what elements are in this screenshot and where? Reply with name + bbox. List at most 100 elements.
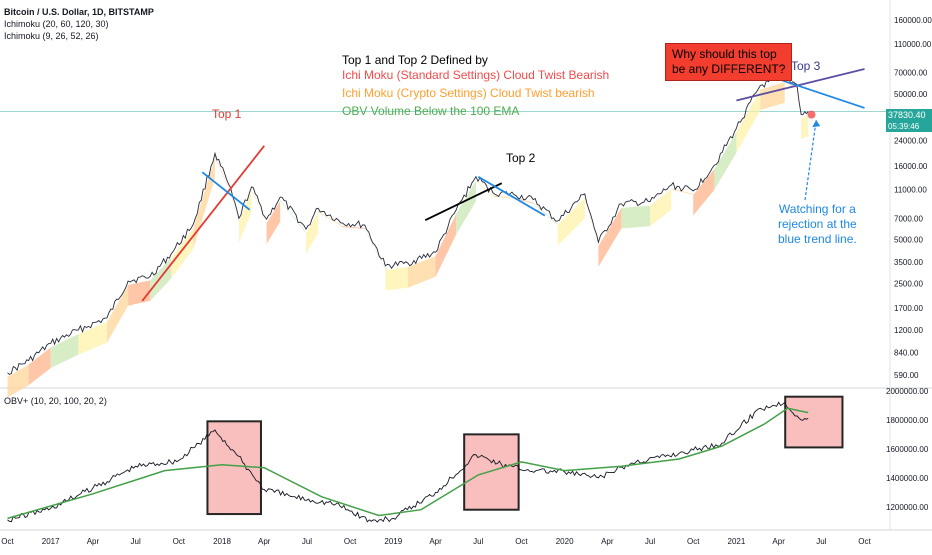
ichimoku-cloud-segment <box>557 197 585 246</box>
ichimoku-crypto-legend[interactable]: Ichimoku (9, 26, 52, 26) <box>4 31 99 41</box>
time-axis-tick-label: Jul <box>131 537 141 546</box>
ichimoku-cloud-segment <box>650 189 672 227</box>
time-axis-tick-label: 2021 <box>728 537 746 546</box>
time-axis-tick-label: 2018 <box>213 537 231 546</box>
ichimoku-cloud-segment <box>385 267 408 291</box>
ichimoku-cloud-segment <box>78 321 108 355</box>
ichimoku-cloud-segment <box>364 227 386 270</box>
ichimoku-cloud-segment <box>238 190 252 243</box>
ichimoku-cloud-segment <box>171 227 194 279</box>
time-axis-tick-label: Apr <box>429 537 442 546</box>
time-axis-tick-label: Apr <box>258 537 271 546</box>
ichimoku-cloud-segment <box>342 226 365 229</box>
time-axis-tick-label: 2017 <box>42 537 60 546</box>
ichimoku-cloud-segment <box>435 213 457 277</box>
obv-axis-tick-label: 2000000.00 <box>886 387 929 396</box>
time-axis-tick-label: Oct <box>687 537 700 546</box>
obv-legend[interactable]: OBV+ (10, 20, 100, 20, 2) <box>4 396 107 406</box>
obv-series-line <box>7 401 809 523</box>
latest-price-marker <box>807 110 816 119</box>
price-axis-tick-label: 70000.00 <box>894 69 928 78</box>
annotation-line1: Ichi Moku (Standard Settings) Cloud Twis… <box>342 68 610 82</box>
ichimoku-cloud-segment <box>306 212 319 254</box>
price-axis-tick-label: 1700.00 <box>894 304 923 313</box>
ichimoku-cloud-segment <box>513 197 534 204</box>
ichimoku-cloud-segment <box>760 82 785 111</box>
price-series-line <box>7 75 809 375</box>
price-axis-tick-label: 2500.00 <box>894 280 923 289</box>
watch-line1: Watching for a <box>778 202 856 216</box>
annotation-heading: Top 1 and Top 2 Defined by <box>342 53 488 67</box>
time-axis-tick-label: Oct <box>515 537 528 546</box>
time-axis-tick-label: Oct <box>1 537 14 546</box>
price-axis-tick-label: 11000.00 <box>894 186 927 195</box>
ichimoku-cloud-segment <box>28 347 51 386</box>
top1-label: Top 1 <box>212 107 242 121</box>
watch-line2: rejection at the <box>778 217 857 231</box>
ichimoku-cloud-segment <box>7 364 29 398</box>
time-axis-tick-label: Apr <box>772 537 785 546</box>
price-axis-tick-label: 110000.00 <box>894 40 932 49</box>
price-axis-tick-label: 3500.00 <box>894 258 923 267</box>
ichimoku-cloud-segment <box>228 187 239 223</box>
time-axis-tick-label: Jul <box>302 537 312 546</box>
annotation-line2: Ichi Moku (Crypto Settings) Cloud Twist … <box>342 86 595 100</box>
watch-arrow-line <box>804 120 817 201</box>
trendline-top3-downtrend <box>778 78 865 109</box>
time-axis-tick-label: Apr <box>87 537 100 546</box>
symbol-legend[interactable]: Bitcoin / U.S. Dollar, 1D, BITSTAMP <box>4 7 154 17</box>
price-axis-tick-label: 160000.00 <box>894 16 932 25</box>
trendline-top1-uptrend <box>141 145 265 302</box>
time-axis-tick-label: Jul <box>816 537 826 546</box>
ichimoku-cloud-segment <box>407 256 436 288</box>
ichimoku-cloud-segment <box>150 257 172 301</box>
callout-line1: Why should this top <box>672 47 777 61</box>
ichimoku-cloud-segment <box>128 280 151 306</box>
price-axis-tick-label: 50000.00 <box>894 90 928 99</box>
ichimoku-cloud-segment <box>280 200 307 234</box>
ichimoku-cloud-segment <box>671 188 694 195</box>
ichimoku-cloud-segment <box>533 202 558 226</box>
obv-highlight-box <box>206 420 262 516</box>
price-axis-tick-label: 840.00 <box>894 349 919 358</box>
trendline-top1-downtrend <box>201 171 251 211</box>
trendline-top3-uptrend <box>736 68 865 102</box>
last-price-label: 37830.40 <box>886 109 932 122</box>
top2-label: Top 2 <box>506 151 536 165</box>
obv-axis-tick-label: 1600000.00 <box>886 445 929 454</box>
price-axis-tick-label: 5000.00 <box>894 236 923 245</box>
time-axis-tick-label: Apr <box>601 537 614 546</box>
obv-axis-tick-label: 1400000.00 <box>886 474 929 483</box>
ichimoku-cloud-segment <box>107 285 129 343</box>
annotation-line3: OBV Volume Below the 100 EMA <box>342 104 520 118</box>
ichimoku-cloud-segment <box>214 156 229 189</box>
callout-line2: be any DIFFERENT? <box>672 62 786 76</box>
ichimoku-cloud-segment <box>693 169 715 216</box>
time-axis-tick-label: Jul <box>645 537 655 546</box>
ichimoku-cloud-segment <box>193 157 215 249</box>
trendline-top2-downtrend <box>477 175 546 217</box>
time-axis-tick-label: Jul <box>473 537 483 546</box>
trendline-top2-uptrend <box>424 182 503 221</box>
question-callout: Why should this top be any DIFFERENT? <box>665 43 793 81</box>
ichimoku-cloud-segment <box>456 180 476 235</box>
price-axis-tick-label: 590.00 <box>894 371 919 380</box>
ichimoku-cloud-segment <box>801 115 809 140</box>
obv-axis-tick-label: 1800000.00 <box>886 416 929 425</box>
top3-label: Top 3 <box>791 59 821 73</box>
ichimoku-cloud-segment <box>318 211 343 228</box>
ichimoku-cloud-segment <box>736 89 761 153</box>
ichimoku-standard-legend[interactable]: Ichimoku (20, 60, 120, 30) <box>4 19 109 29</box>
time-axis-tick-label: Oct <box>344 537 357 546</box>
watch-arrow-head <box>812 120 821 128</box>
time-axis-tick-label: 2020 <box>556 537 574 546</box>
obv-highlight-box <box>784 395 844 449</box>
price-axis-tick-label: 1200.00 <box>894 326 923 335</box>
countdown-label: 05:39:46 <box>886 121 932 132</box>
price-axis-tick-label: 16000.00 <box>894 162 928 171</box>
ichimoku-cloud-segment <box>714 132 737 190</box>
obv-ema-line <box>7 407 809 520</box>
watch-line3: blue trend line. <box>778 232 857 246</box>
